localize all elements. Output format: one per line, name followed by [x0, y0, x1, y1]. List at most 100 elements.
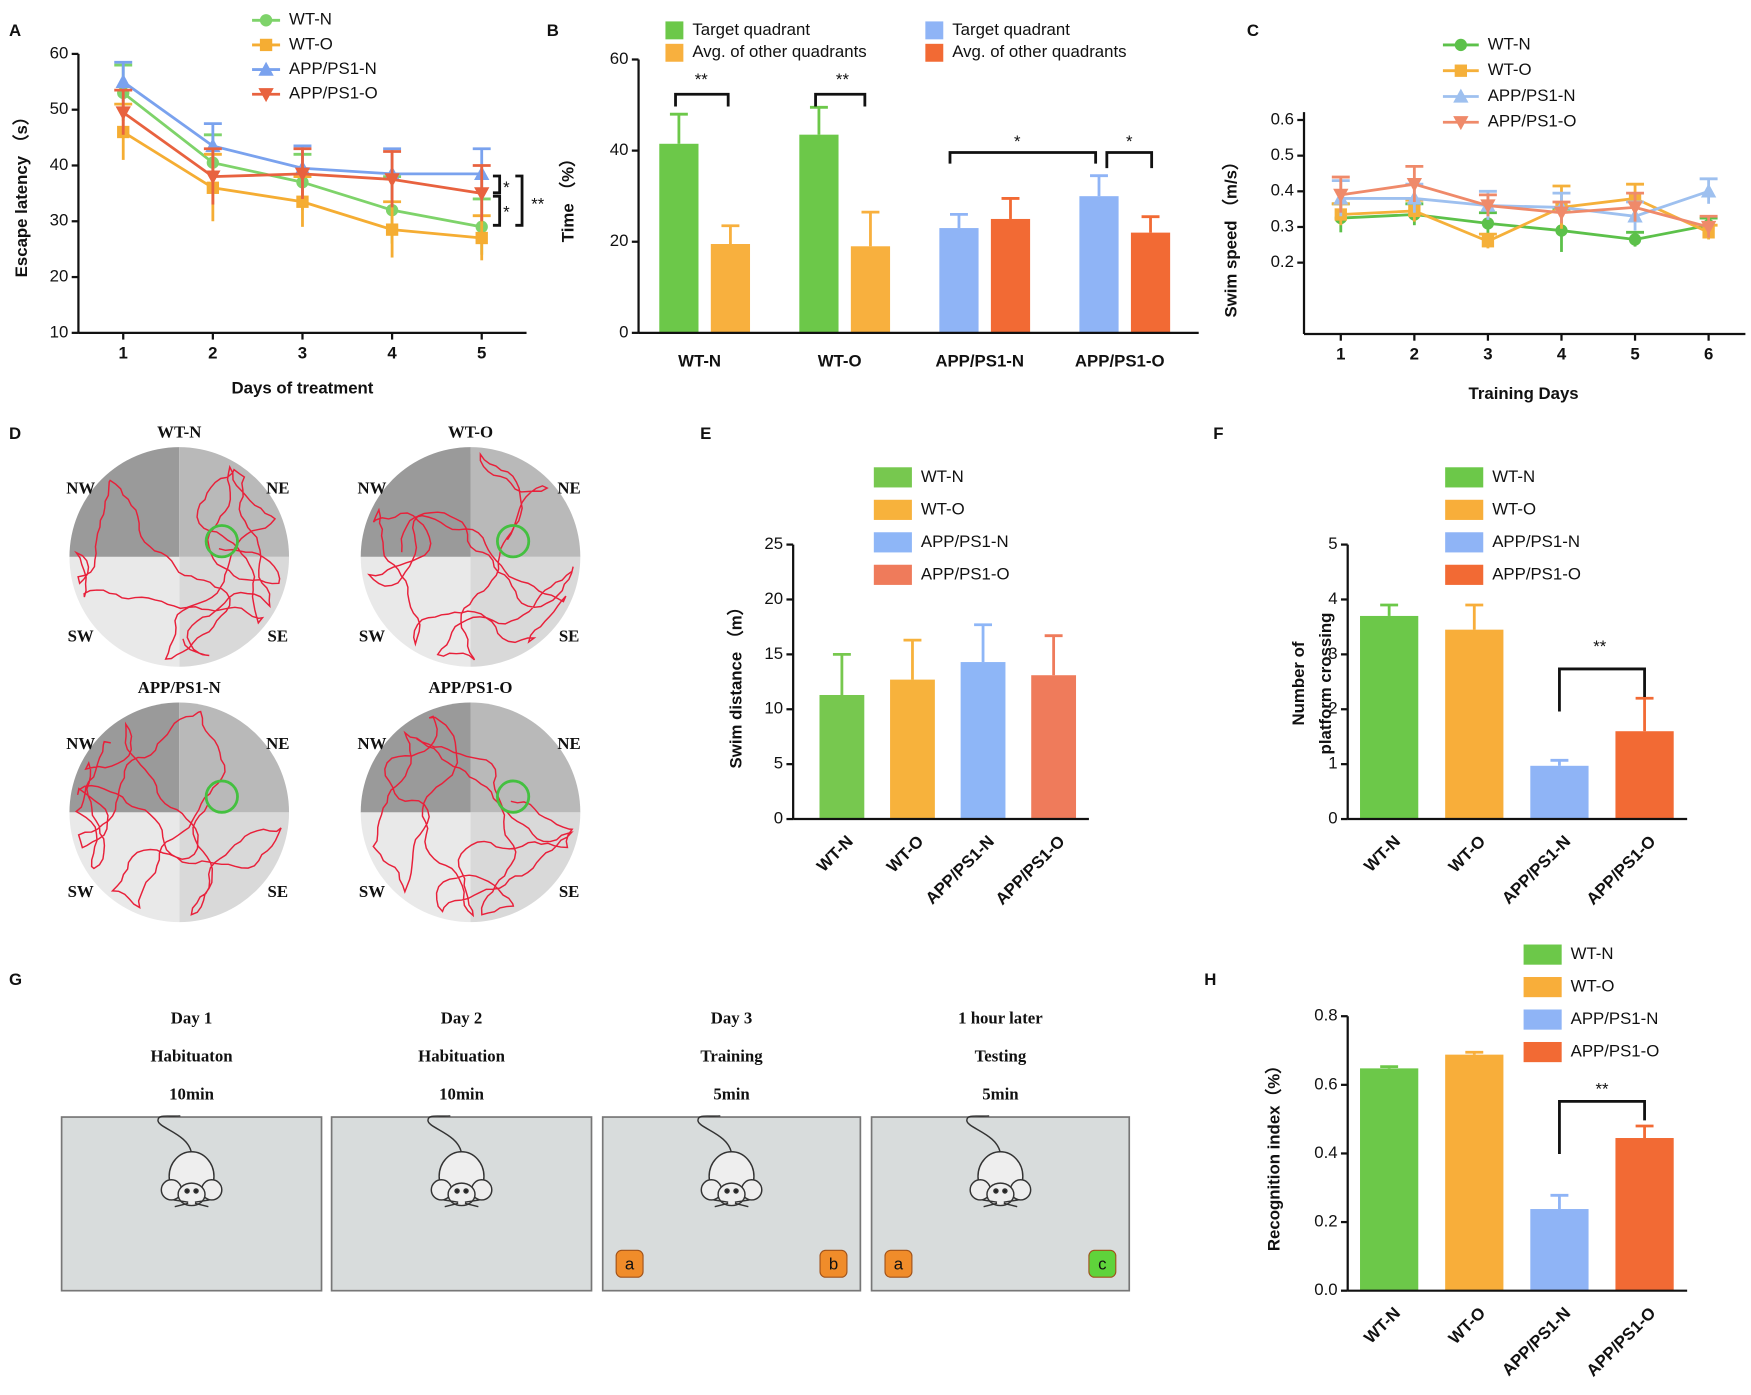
arena-label: APP/PS1-N [138, 678, 221, 697]
legend-label: WT-N [289, 10, 332, 29]
quadrant [179, 556, 290, 667]
y-tick-label: 5 [774, 754, 783, 773]
mouse-eye [993, 1188, 999, 1194]
x-tick-label: WT-N [678, 351, 721, 370]
y-axis-label: Time （%） [558, 150, 578, 242]
y-tick-label: 0 [774, 808, 783, 827]
legend-label: Avg. of other quadrants [692, 42, 866, 61]
legend-label: APP/PS1-O [1488, 112, 1577, 131]
legend-marker [259, 14, 273, 27]
arena [360, 447, 581, 667]
legend-swatch [1445, 467, 1484, 488]
data-point [294, 167, 311, 182]
x-tick-label: WT-O [883, 832, 927, 876]
data-point [1333, 188, 1349, 203]
legend-swatch [1523, 1009, 1562, 1030]
object [884, 1249, 913, 1278]
data-point [1627, 201, 1643, 216]
x-tick-label: WT-N [813, 832, 857, 876]
bar [1445, 1054, 1504, 1291]
object-label: a [625, 1254, 635, 1273]
x-tick-label: WT-O [818, 351, 862, 370]
y-tick-label: 0.5 [1271, 145, 1294, 164]
x-tick-label: WT-N [1360, 832, 1404, 876]
series-line [1340, 189, 1710, 218]
legend-label: WT-O [921, 499, 965, 518]
legend-label: APP/PS1-O [1571, 1042, 1660, 1061]
x-tick-label: APP/PS1-O [992, 832, 1069, 909]
arena [360, 702, 581, 923]
data-point [1628, 233, 1642, 246]
data-point [115, 73, 131, 88]
x-tick-label: 2 [1410, 345, 1419, 364]
mouse [427, 1115, 493, 1208]
legend-swatch [1523, 1041, 1562, 1063]
x-tick-label: APP/PS1-N [935, 351, 1024, 370]
legend-label: WT-N [1488, 34, 1531, 53]
legend-label: WT-N [921, 467, 964, 486]
direction-label: SW [359, 626, 385, 645]
panel-letter: B [547, 21, 559, 40]
mouse-eye [193, 1188, 199, 1194]
significance-label: * [503, 178, 510, 197]
legend-swatch [873, 564, 912, 585]
mouse [157, 1115, 223, 1208]
step-title: 1 hour later [958, 1008, 1043, 1027]
direction-label: SE [268, 626, 289, 645]
swim-track [74, 464, 281, 660]
bar [990, 218, 1031, 333]
direction-label: SW [359, 882, 385, 901]
direction-label: SW [68, 882, 94, 901]
object [1088, 1249, 1117, 1278]
data-point [1406, 178, 1423, 193]
platform [496, 779, 531, 814]
significance-label: ** [1595, 1080, 1609, 1099]
y-axis-label: Swim distance （m） [726, 599, 746, 769]
data-point [1700, 183, 1717, 198]
legend-label: APP/PS1-N [1488, 86, 1576, 105]
bar [1615, 731, 1674, 820]
x-tick-label: 4 [1557, 345, 1567, 364]
y-tick-label: 0.2 [1271, 252, 1294, 271]
legend-label: APP/PS1-N [289, 59, 377, 78]
quadrant [360, 447, 471, 557]
legend-swatch [873, 467, 912, 488]
x-tick-label: 1 [119, 344, 128, 363]
direction-label: NW [66, 734, 95, 753]
legend-label: APP/PS1-O [1492, 564, 1581, 583]
y-tick-label: 0.2 [1314, 1212, 1337, 1231]
y-tick-label: 25 [764, 534, 783, 553]
data-point [205, 170, 221, 185]
y-axis-label: platform crossing [1316, 613, 1335, 755]
bar [1615, 1138, 1674, 1291]
mouse-tail [697, 1115, 733, 1155]
mouse-eye [1002, 1188, 1008, 1194]
x-tick-label: 1 [1336, 345, 1345, 364]
swim-track [367, 452, 574, 661]
x-tick-label: APP/PS1-N [1498, 1303, 1574, 1379]
y-tick-label: 50 [50, 99, 69, 118]
step-title: 10min [169, 1085, 214, 1104]
object [615, 1249, 644, 1278]
bar [850, 246, 891, 333]
quadrant [470, 812, 581, 923]
data-point [475, 231, 488, 245]
mouse-eye [733, 1188, 739, 1194]
step-title: Day 1 [171, 1008, 213, 1027]
legend-marker [1454, 38, 1468, 52]
data-point [385, 223, 399, 236]
arena-label: WT-N [157, 423, 201, 442]
quadrant [179, 447, 290, 557]
y-tick-label: 60 [610, 49, 629, 68]
panel-letter: G [9, 970, 22, 989]
x-axis-label: Days of treatment [232, 378, 374, 397]
significance-label: ** [531, 195, 545, 214]
mouse-eye [724, 1188, 730, 1194]
data-point [384, 173, 400, 188]
x-tick-label: APP/PS1-O [1583, 832, 1660, 909]
y-tick-label: 1 [1328, 754, 1337, 773]
significance-label: * [1014, 132, 1021, 151]
legend-label: WT-N [1492, 467, 1535, 486]
mouse-head [717, 1182, 746, 1207]
